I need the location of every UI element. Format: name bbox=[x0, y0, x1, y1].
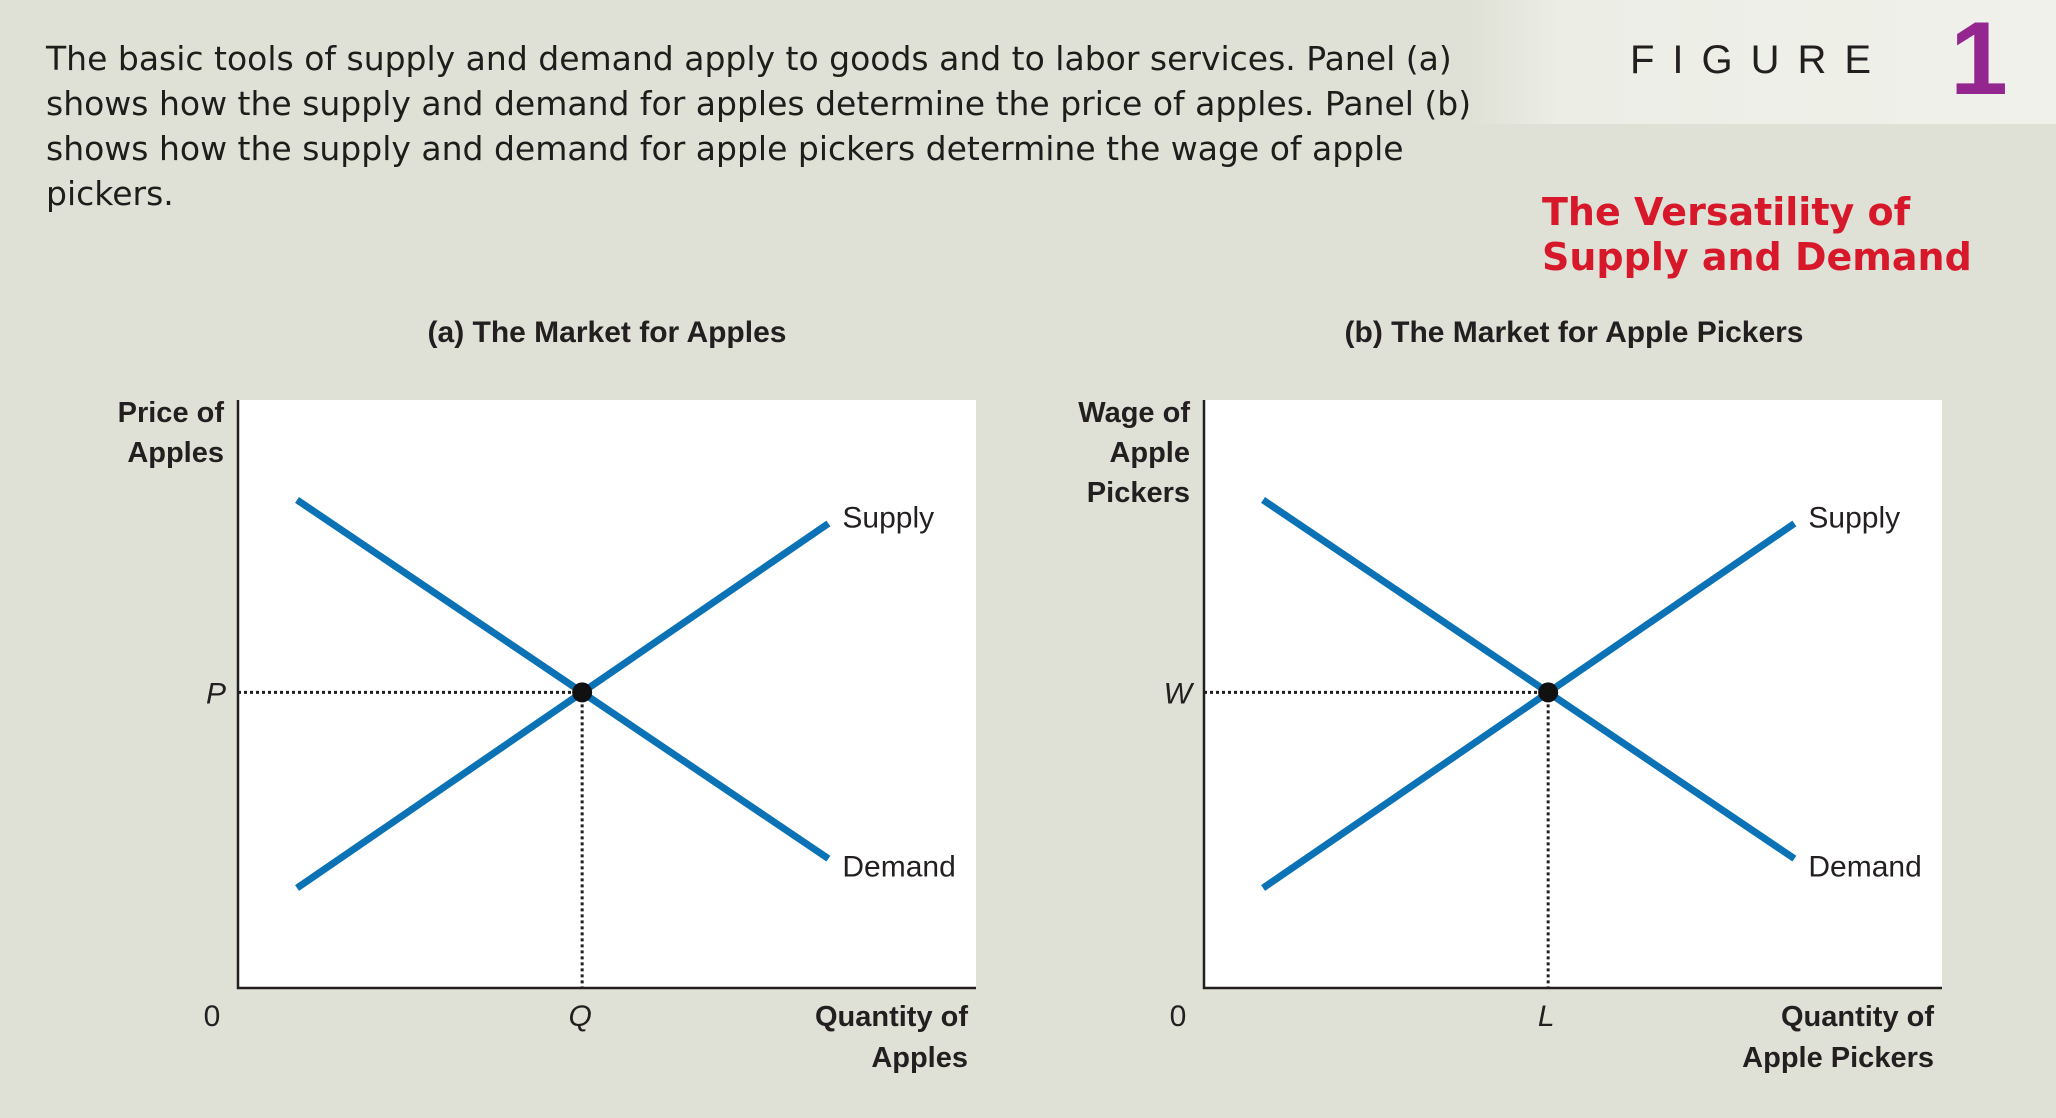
figure-title-line-1: The Versatility of bbox=[1542, 190, 1911, 234]
x-axis-label-line: Apple Pickers bbox=[1742, 1042, 1934, 1074]
demand-curve bbox=[1261, 497, 1797, 862]
supply-curve bbox=[1261, 520, 1797, 891]
demand-label: Demand bbox=[842, 851, 955, 884]
figure-caption: The basic tools of supply and demand app… bbox=[46, 39, 1472, 213]
equilibrium-x-label: L bbox=[1538, 1000, 1555, 1033]
x-axis-label-line: Apples bbox=[871, 1042, 968, 1074]
y-axis-label-line: Price of bbox=[118, 397, 225, 429]
plot-area bbox=[238, 400, 976, 988]
axes bbox=[236, 400, 976, 990]
demand-label: Demand bbox=[1808, 851, 1921, 884]
figure-label-box bbox=[1470, 0, 2056, 124]
supply-curve bbox=[295, 520, 831, 891]
equilibrium-point bbox=[572, 682, 593, 703]
supply-label: Supply bbox=[842, 501, 934, 534]
plot-area bbox=[1204, 400, 1942, 988]
x-axis-label-line: Quantity of bbox=[1781, 1001, 1934, 1033]
y-axis-label-line: Wage of bbox=[1078, 397, 1190, 429]
panel-a-title: (a) The Market for Apples bbox=[427, 316, 787, 349]
y-axis-label-line: Pickers bbox=[1087, 477, 1190, 509]
supply-label: Supply bbox=[1808, 501, 1900, 534]
equilibrium-point bbox=[1538, 682, 1559, 703]
figure-label: FIGURE bbox=[1630, 38, 1890, 82]
axes bbox=[1202, 400, 1942, 990]
panel-a-chart: Supply Demand 0 Q P Price of Apples Quantity of… bbox=[118, 397, 976, 1074]
x-axis-label-line: Quantity of bbox=[815, 1001, 968, 1033]
origin-label: 0 bbox=[204, 1000, 221, 1033]
y-axis-label-line: Apple bbox=[1109, 437, 1190, 469]
origin-label: 0 bbox=[1170, 1000, 1187, 1033]
figure-title: The Versatility of Supply and Demand bbox=[1542, 190, 2042, 280]
equilibrium-y-label: P bbox=[206, 677, 226, 710]
figure-number: 1 bbox=[1950, 1, 2008, 117]
equilibrium-y-label: W bbox=[1164, 677, 1195, 710]
y-axis-label-line: Apples bbox=[127, 437, 224, 469]
figure-title-line-2: Supply and Demand bbox=[1542, 235, 1972, 279]
panel-b-chart: Supply Demand 0 L W Wage of Apple Pickers Quanti… bbox=[1078, 397, 1942, 1074]
panel-b-title: (b) The Market for Apple Pickers bbox=[1344, 316, 1804, 349]
demand-curve bbox=[295, 497, 831, 862]
equilibrium-x-label: Q bbox=[568, 1000, 591, 1033]
